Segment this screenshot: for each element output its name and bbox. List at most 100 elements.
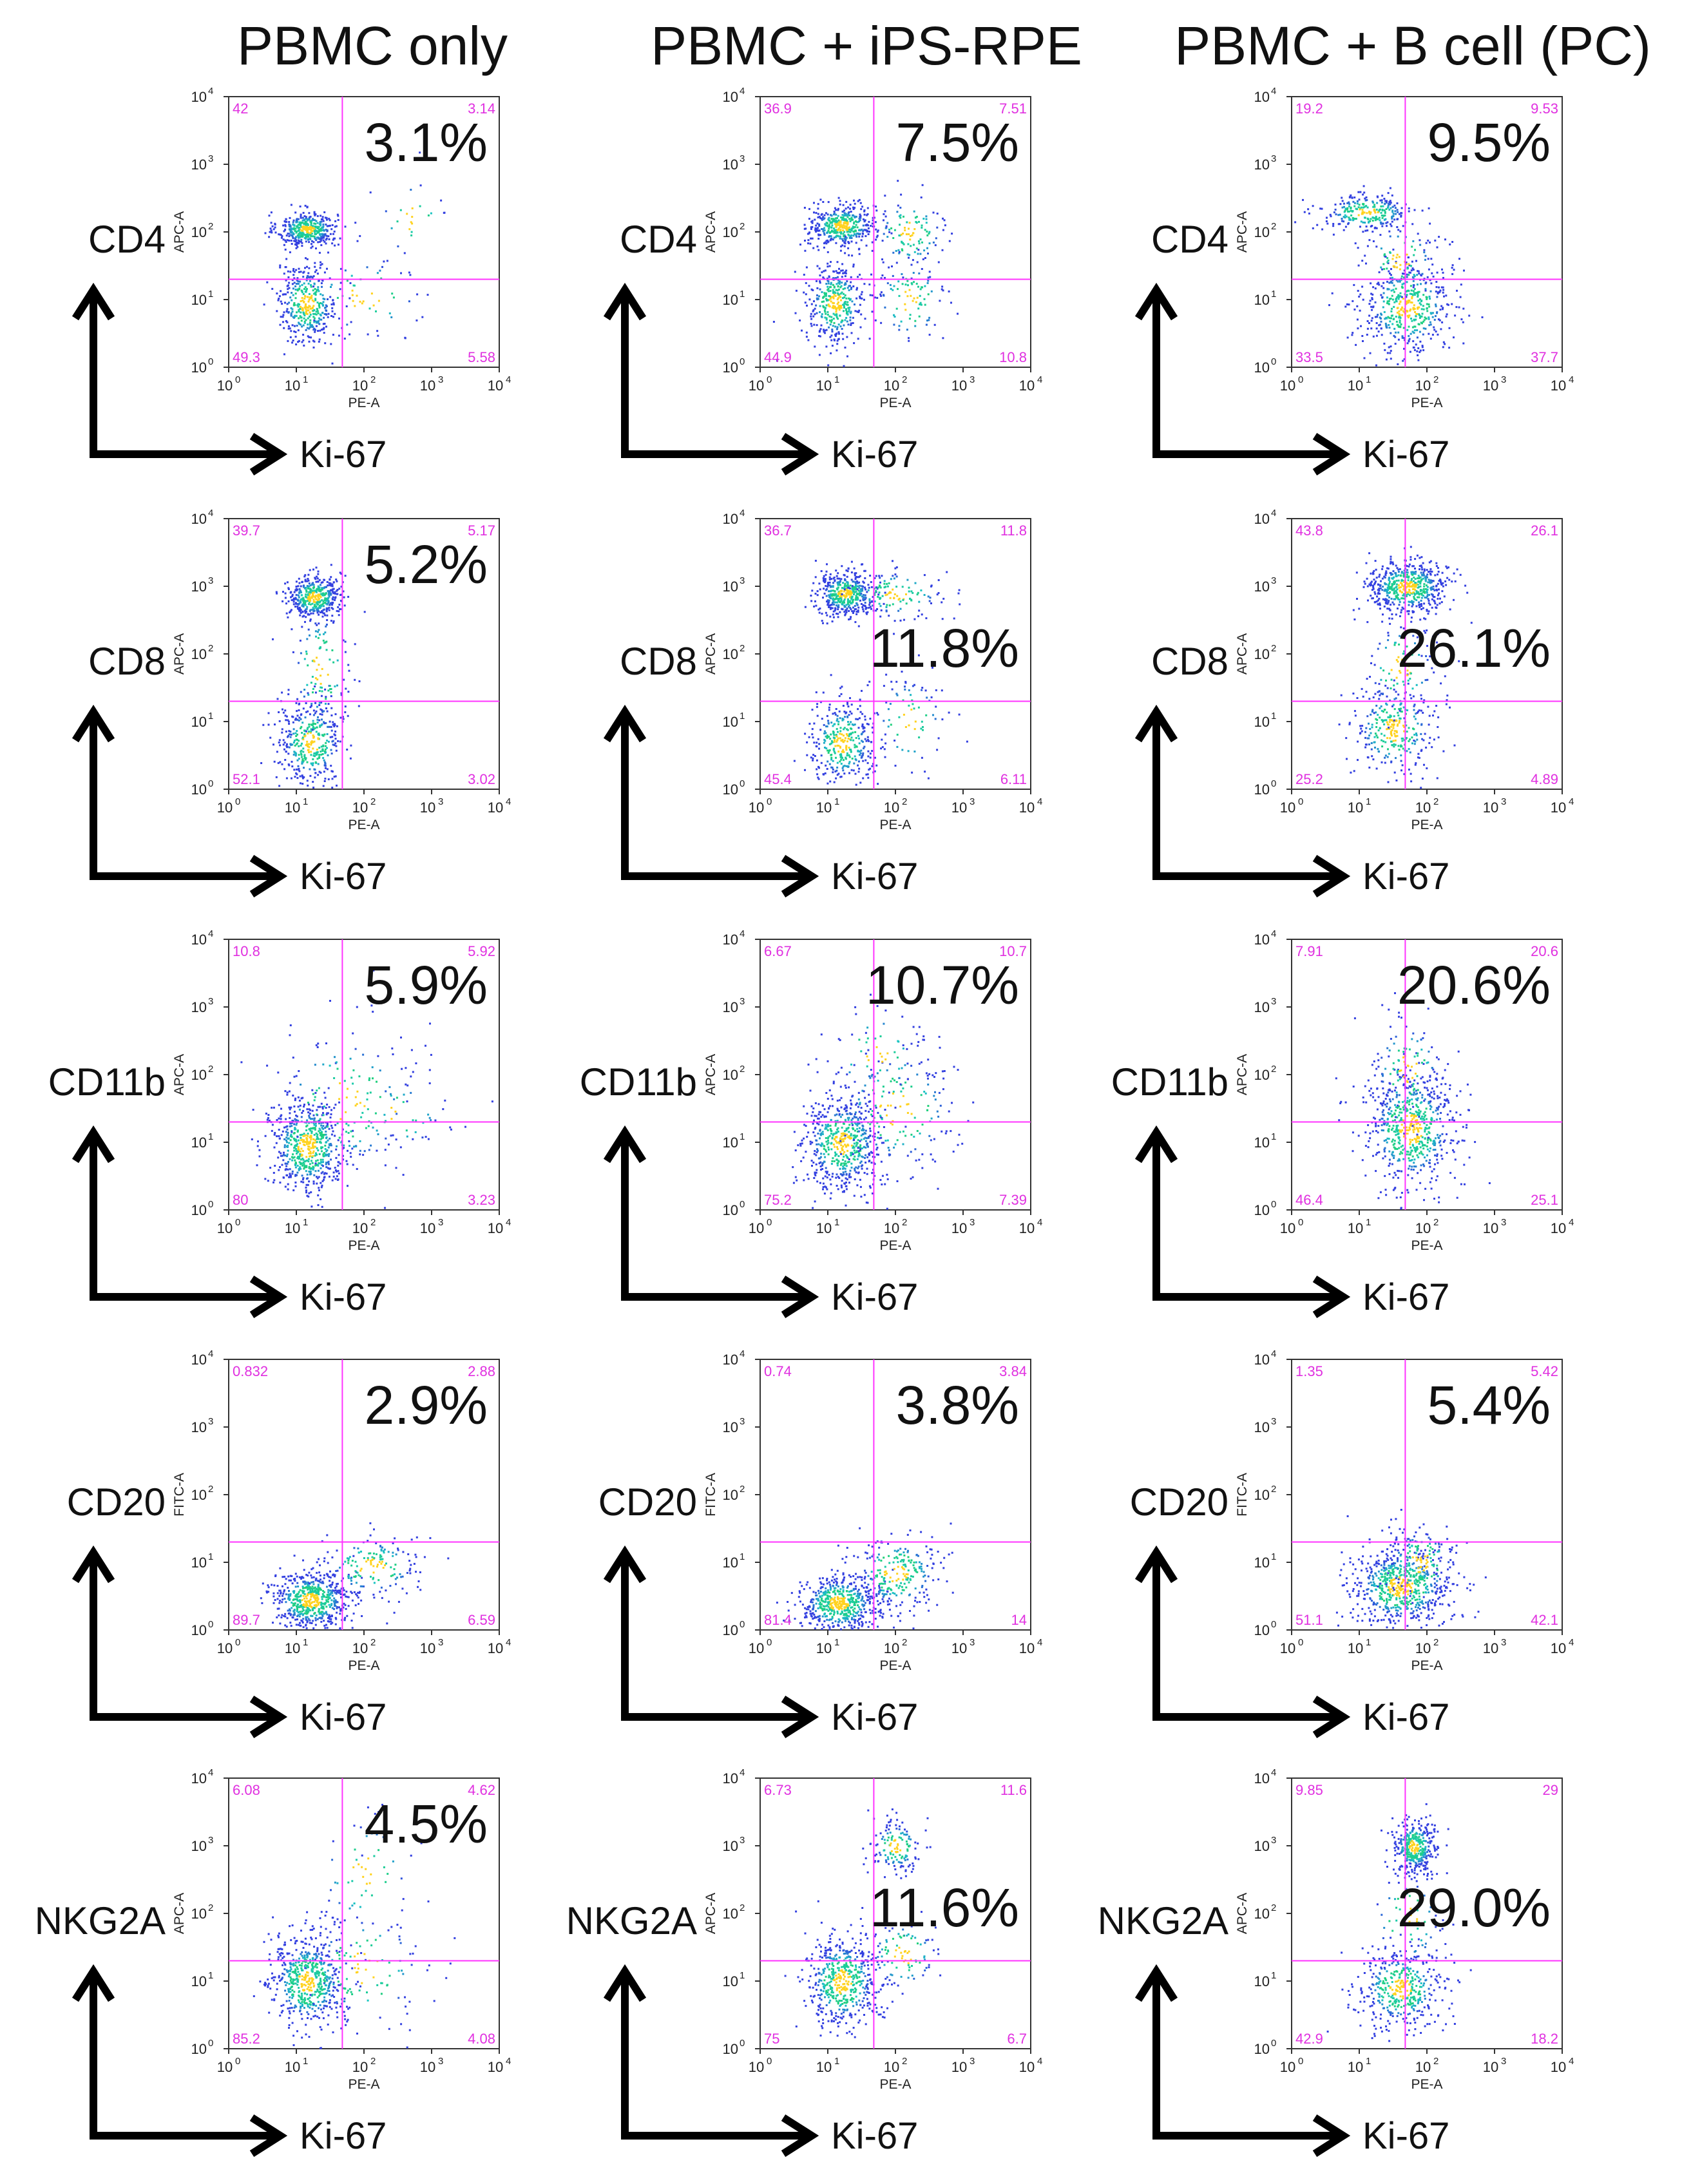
event-dot <box>1411 326 1414 329</box>
event-dot <box>845 221 848 224</box>
event-dot <box>332 334 334 336</box>
event-dot <box>897 280 900 283</box>
event-dot <box>846 754 848 757</box>
event-dot <box>307 573 310 576</box>
event-dot <box>857 585 859 588</box>
event-dot <box>294 325 296 327</box>
event-dot <box>837 572 839 575</box>
event-dot <box>813 323 816 326</box>
event-dot <box>332 740 334 742</box>
event-dot <box>836 220 839 223</box>
event-dot <box>830 235 832 238</box>
event-dot <box>1435 305 1437 307</box>
event-dot <box>854 723 856 726</box>
event-dot <box>904 685 906 688</box>
event-dot <box>846 715 848 718</box>
event-dot <box>296 279 298 282</box>
quadrant-ll-value: 44.9 <box>764 349 792 365</box>
event-dot <box>918 242 921 245</box>
event-dot <box>833 594 836 597</box>
event-dot <box>329 688 331 691</box>
event-dot <box>874 221 877 224</box>
event-dot <box>847 606 850 608</box>
event-dot <box>326 768 329 771</box>
event-dot <box>1380 327 1382 330</box>
event-dot <box>321 734 323 736</box>
event-dot <box>319 313 321 316</box>
event-dot <box>855 611 858 613</box>
event-dot <box>816 297 819 300</box>
event-dot <box>328 218 330 220</box>
x-tick-exponent: 1 <box>834 796 839 807</box>
event-dot <box>1396 253 1399 256</box>
event-dot <box>822 577 825 579</box>
event-dot <box>1386 599 1388 601</box>
event-dot <box>302 600 305 602</box>
event-dot <box>843 728 845 731</box>
event-dot <box>317 580 320 583</box>
event-dot <box>309 311 311 314</box>
event-dot <box>861 723 864 725</box>
event-dot <box>281 235 283 237</box>
event-dot <box>846 575 848 578</box>
event-dot <box>830 740 833 742</box>
event-dot <box>827 722 830 724</box>
event-dot <box>294 718 296 721</box>
event-dot <box>863 209 866 211</box>
event-dot <box>306 600 309 602</box>
event-dot <box>864 577 866 579</box>
event-dot <box>826 725 828 728</box>
event-dot <box>854 746 856 749</box>
event-dot <box>859 752 862 754</box>
event-dot <box>875 586 877 589</box>
event-dot <box>812 247 815 249</box>
event-dot <box>880 609 883 611</box>
event-dot <box>312 599 315 601</box>
y-tick-label: 10 <box>191 224 207 240</box>
event-dot <box>840 216 843 218</box>
event-dot <box>1406 329 1409 331</box>
event-dot <box>379 269 381 272</box>
event-dot <box>868 599 871 602</box>
event-dot <box>846 313 849 316</box>
event-dot <box>928 600 931 602</box>
event-dot <box>296 225 299 227</box>
plot-frame <box>228 96 500 368</box>
event-dot <box>863 730 866 733</box>
event-dot <box>336 589 339 591</box>
event-dot <box>347 595 350 598</box>
event-dot <box>1382 292 1385 294</box>
event-dot <box>318 647 321 649</box>
event-dot <box>923 594 926 596</box>
event-dot <box>330 765 332 767</box>
quadrant-ul-value: 19.2 <box>1295 101 1323 117</box>
event-dot <box>305 288 308 290</box>
event-dot <box>845 222 848 225</box>
event-dot <box>918 315 921 318</box>
event-dot <box>319 240 321 243</box>
event-dot <box>852 588 855 590</box>
event-dot <box>827 749 829 752</box>
event-dot <box>1361 260 1364 262</box>
event-dot <box>837 219 840 222</box>
event-dot <box>1399 263 1402 266</box>
event-dot <box>854 582 857 585</box>
event-dot <box>864 715 866 718</box>
event-dot <box>1423 249 1426 251</box>
event-dot <box>889 283 892 286</box>
event-dot <box>1344 225 1347 228</box>
event-dot <box>1353 196 1356 198</box>
event-dot <box>321 588 323 591</box>
event-dot <box>307 578 309 580</box>
event-dot <box>330 729 333 732</box>
event-dot <box>839 581 841 583</box>
event-dot <box>926 282 929 284</box>
event-dot <box>871 222 874 225</box>
event-dot <box>916 261 919 263</box>
event-dot <box>894 593 896 595</box>
event-dot <box>862 224 865 227</box>
event-dot <box>1389 352 1391 354</box>
event-dot <box>1468 314 1471 317</box>
event-dot <box>848 618 850 620</box>
event-dot <box>876 296 879 299</box>
